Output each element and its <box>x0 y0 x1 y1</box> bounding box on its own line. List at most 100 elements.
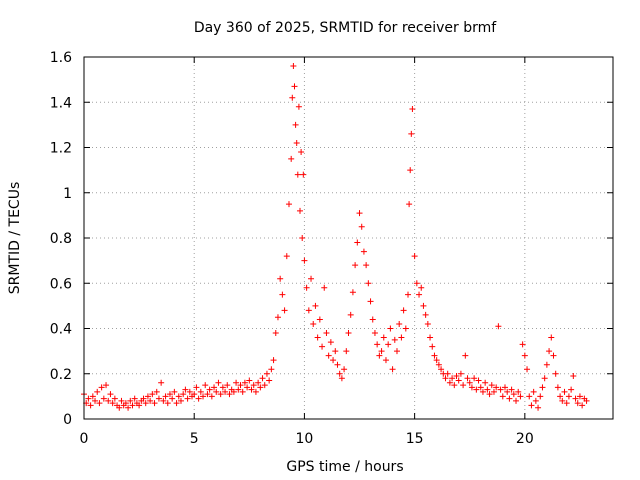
data-point <box>149 391 156 398</box>
data-point <box>579 402 586 409</box>
data-point <box>87 402 94 409</box>
data-point <box>352 262 359 269</box>
x-tick-label: 20 <box>516 431 534 447</box>
data-point <box>289 94 296 101</box>
data-point <box>499 393 506 400</box>
data-point <box>369 316 376 323</box>
data-point <box>98 384 105 391</box>
data-point <box>409 106 416 113</box>
data-point <box>316 316 323 323</box>
data-point <box>411 253 418 260</box>
data-point <box>261 382 268 389</box>
data-point <box>515 388 522 395</box>
data-point <box>407 167 414 174</box>
data-point <box>155 395 162 402</box>
data-point <box>532 397 539 404</box>
data-point <box>191 391 198 398</box>
data-point <box>301 257 308 264</box>
data-point <box>427 334 434 341</box>
data-point <box>321 284 328 291</box>
data-point <box>224 382 231 389</box>
data-point <box>319 343 326 350</box>
data-point <box>374 341 381 348</box>
data-point <box>389 366 396 373</box>
data-point <box>557 393 564 400</box>
data-point <box>405 291 412 298</box>
data-point <box>111 395 118 402</box>
data-point <box>299 235 306 241</box>
data-point <box>400 307 407 314</box>
data-point <box>510 391 517 398</box>
y-tick-label: 1 <box>63 186 72 202</box>
data-point <box>274 314 281 321</box>
data-point <box>211 384 218 391</box>
data-point <box>89 393 96 400</box>
data-point <box>241 379 248 386</box>
data-point <box>103 382 110 389</box>
data-point <box>105 397 112 404</box>
x-tick-label: 10 <box>296 431 314 447</box>
y-tick-label: 1.6 <box>50 50 72 66</box>
data-point <box>444 370 451 377</box>
data-point <box>182 386 189 393</box>
data-point <box>479 388 486 395</box>
data-point <box>431 352 438 359</box>
data-point <box>222 388 229 395</box>
data-point <box>438 366 445 373</box>
data-point <box>418 284 425 291</box>
data-point <box>398 334 405 341</box>
data-point <box>200 393 207 400</box>
data-point <box>408 130 415 137</box>
data-point <box>396 320 403 327</box>
data-point <box>257 384 264 391</box>
data-point <box>186 388 193 395</box>
data-point <box>259 375 266 382</box>
data-point <box>495 323 502 330</box>
data-point <box>574 400 581 407</box>
data-point <box>107 391 114 398</box>
data-point <box>184 395 191 402</box>
data-point <box>164 400 171 407</box>
y-tick-labels: 0 0.2 0.4 0.6 0.8 1 1.2 1.4 1.6 <box>50 50 72 428</box>
data-point <box>173 400 180 407</box>
data-point <box>277 275 284 282</box>
data-point <box>413 280 420 287</box>
data-point <box>325 352 332 359</box>
data-point <box>116 404 123 411</box>
data-point <box>528 402 535 409</box>
data-point <box>552 370 559 377</box>
data-point <box>166 391 173 398</box>
y-tick-label: 0.4 <box>50 322 72 338</box>
data-point <box>462 352 469 359</box>
grid-lines <box>84 57 613 419</box>
data-point <box>493 384 500 391</box>
data-point <box>541 375 548 382</box>
data-point <box>100 395 107 402</box>
data-point <box>349 289 356 296</box>
data-point <box>343 348 350 355</box>
data-point <box>127 397 134 404</box>
data-point <box>539 384 546 391</box>
data-point <box>285 201 292 208</box>
data-point <box>94 388 101 395</box>
data-point <box>471 375 478 382</box>
data-point <box>291 83 298 90</box>
data-point <box>219 384 226 391</box>
data-point <box>279 291 286 298</box>
data-point <box>517 393 524 400</box>
data-point <box>151 400 158 407</box>
data-point <box>244 384 251 391</box>
data-point <box>327 339 334 346</box>
data-point <box>226 391 233 398</box>
data-point <box>488 382 495 389</box>
data-point <box>376 352 383 359</box>
data-point <box>356 210 363 217</box>
data-point <box>131 395 138 402</box>
data-point <box>295 103 302 110</box>
data-point <box>420 302 427 309</box>
data-point <box>334 361 341 368</box>
data-point <box>92 397 99 404</box>
data-point <box>429 343 436 350</box>
data-point <box>535 404 542 411</box>
